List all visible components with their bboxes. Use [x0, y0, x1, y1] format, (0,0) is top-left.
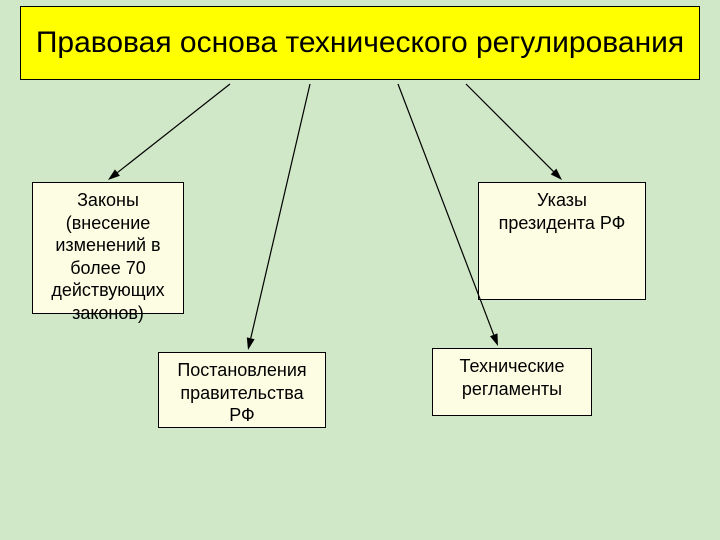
node-president-decrees-text: Указы президента РФ	[487, 189, 637, 234]
diagram-title: Правовая основа технического регулирован…	[20, 6, 700, 80]
node-gov-decrees: Постановления правительства РФ	[158, 352, 326, 428]
node-laws: Законы (внесение изменений в более 70 де…	[32, 182, 184, 314]
node-president-decrees: Указы президента РФ	[478, 182, 646, 300]
node-gov-decrees-text: Постановления правительства РФ	[167, 359, 317, 427]
diagram-title-text: Правовая основа технического регулирован…	[36, 26, 684, 61]
node-tech-regulations: Технические регламенты	[432, 348, 592, 416]
node-tech-regulations-text: Технические регламенты	[441, 355, 583, 400]
node-laws-text: Законы (внесение изменений в более 70 де…	[41, 189, 175, 324]
